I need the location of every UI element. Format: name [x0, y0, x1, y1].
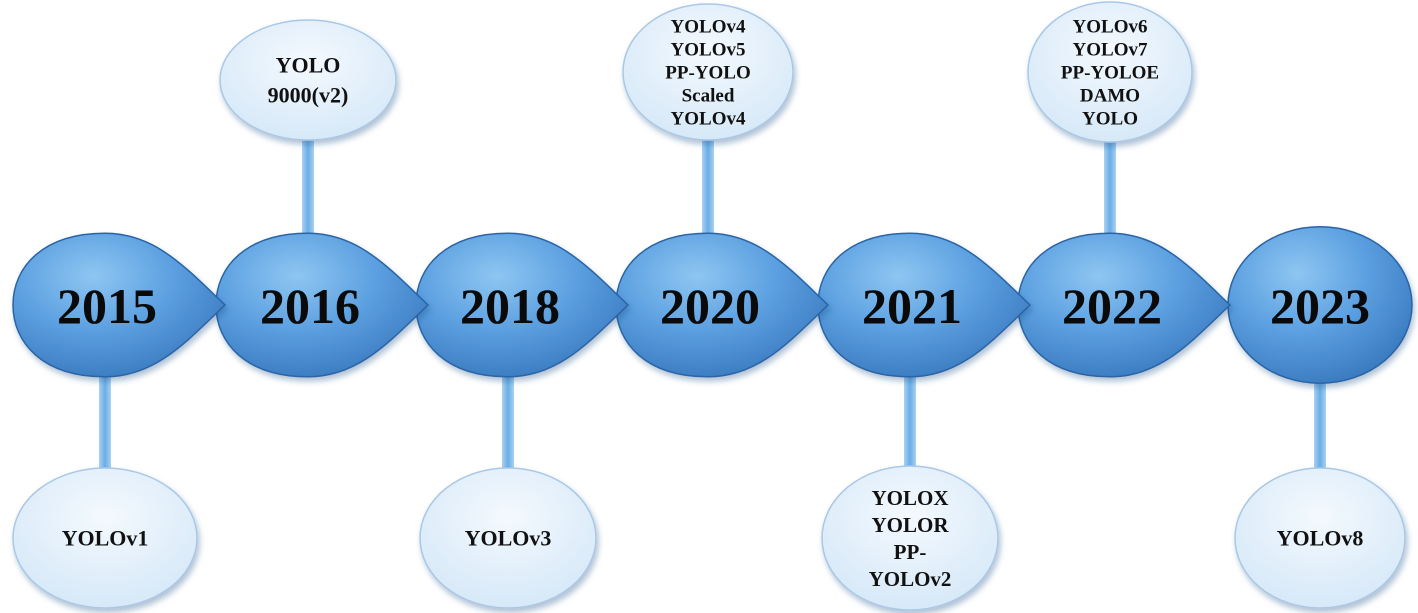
- model-label: YOLOv5: [671, 40, 746, 61]
- connector-line: [702, 134, 714, 235]
- model-label: PP-YOLOE: [1061, 63, 1159, 84]
- model-label: YOLOv8: [1277, 526, 1364, 551]
- model-label: YOLOv7: [1073, 40, 1148, 61]
- teardrop-shape: [415, 232, 630, 378]
- connector-line: [99, 375, 111, 474]
- bubble-shape: [12, 467, 198, 609]
- year-label: 2020: [660, 278, 760, 334]
- connector-line: [302, 134, 314, 235]
- teardrop-shape: [615, 232, 830, 378]
- model-label: YOLO: [276, 53, 341, 78]
- bubble-shape: [219, 19, 397, 141]
- year-node-2018: 2018: [415, 232, 630, 378]
- model-label: DAMO: [1080, 86, 1140, 107]
- year-label: 2018: [460, 278, 560, 334]
- year-label: 2023: [1270, 278, 1370, 334]
- connector-line: [1104, 136, 1116, 235]
- bubble-shape: [419, 467, 597, 609]
- model-bubble-2023: YOLOv8: [1234, 467, 1406, 609]
- year-label: 2021: [862, 278, 962, 334]
- model-bubble-2018: YOLOv3: [419, 467, 597, 609]
- teardrop-shape: [12, 232, 227, 378]
- year-node-2022: 2022: [1017, 232, 1232, 378]
- model-label: YOLOv4: [671, 17, 746, 38]
- model-label: PP-YOLO: [665, 63, 751, 84]
- bubble-shape: [1234, 467, 1406, 609]
- teardrop-shape: [1017, 232, 1232, 378]
- model-label: YOLOR: [871, 513, 949, 537]
- model-label: YOLOX: [871, 486, 948, 510]
- model-label: Scaled: [682, 86, 735, 107]
- model-bubble-2016: YOLO 9000(v2): [219, 19, 397, 141]
- connector-line: [502, 375, 514, 474]
- year-node-2016: 2016: [215, 232, 430, 378]
- connector-line: [1314, 375, 1326, 474]
- year-label: 2015: [57, 278, 157, 334]
- teardrop-shape: [215, 232, 430, 378]
- model-label: YOLOv2: [869, 567, 952, 591]
- model-label: YOLOv4: [671, 109, 746, 130]
- year-label: 2022: [1062, 278, 1162, 334]
- bubble-shape: [622, 3, 794, 141]
- year-node-2023: 2023: [1227, 226, 1413, 384]
- connector-line: [904, 375, 916, 472]
- bubble-shape: [821, 465, 999, 611]
- year-node-2015: 2015: [12, 232, 227, 378]
- year-label: 2016: [260, 278, 360, 334]
- teardrop-shape: [1227, 226, 1413, 384]
- model-label: YOLOv1: [62, 526, 149, 551]
- model-bubble-2021: YOLOX YOLOR PP- YOLOv2: [821, 465, 999, 611]
- year-node-2021: 2021: [817, 232, 1032, 378]
- teardrop-shape: [817, 232, 1032, 378]
- bubble-shape: [1027, 1, 1193, 143]
- model-label: YOLOv6: [1073, 17, 1148, 38]
- model-label: 9000(v2): [268, 83, 349, 108]
- model-bubble-2015: YOLOv1: [12, 467, 198, 609]
- year-node-2020: 2020: [615, 232, 830, 378]
- model-label: PP-: [894, 540, 927, 564]
- model-label: YOLOv3: [465, 526, 552, 551]
- model-label: YOLO: [1082, 109, 1138, 130]
